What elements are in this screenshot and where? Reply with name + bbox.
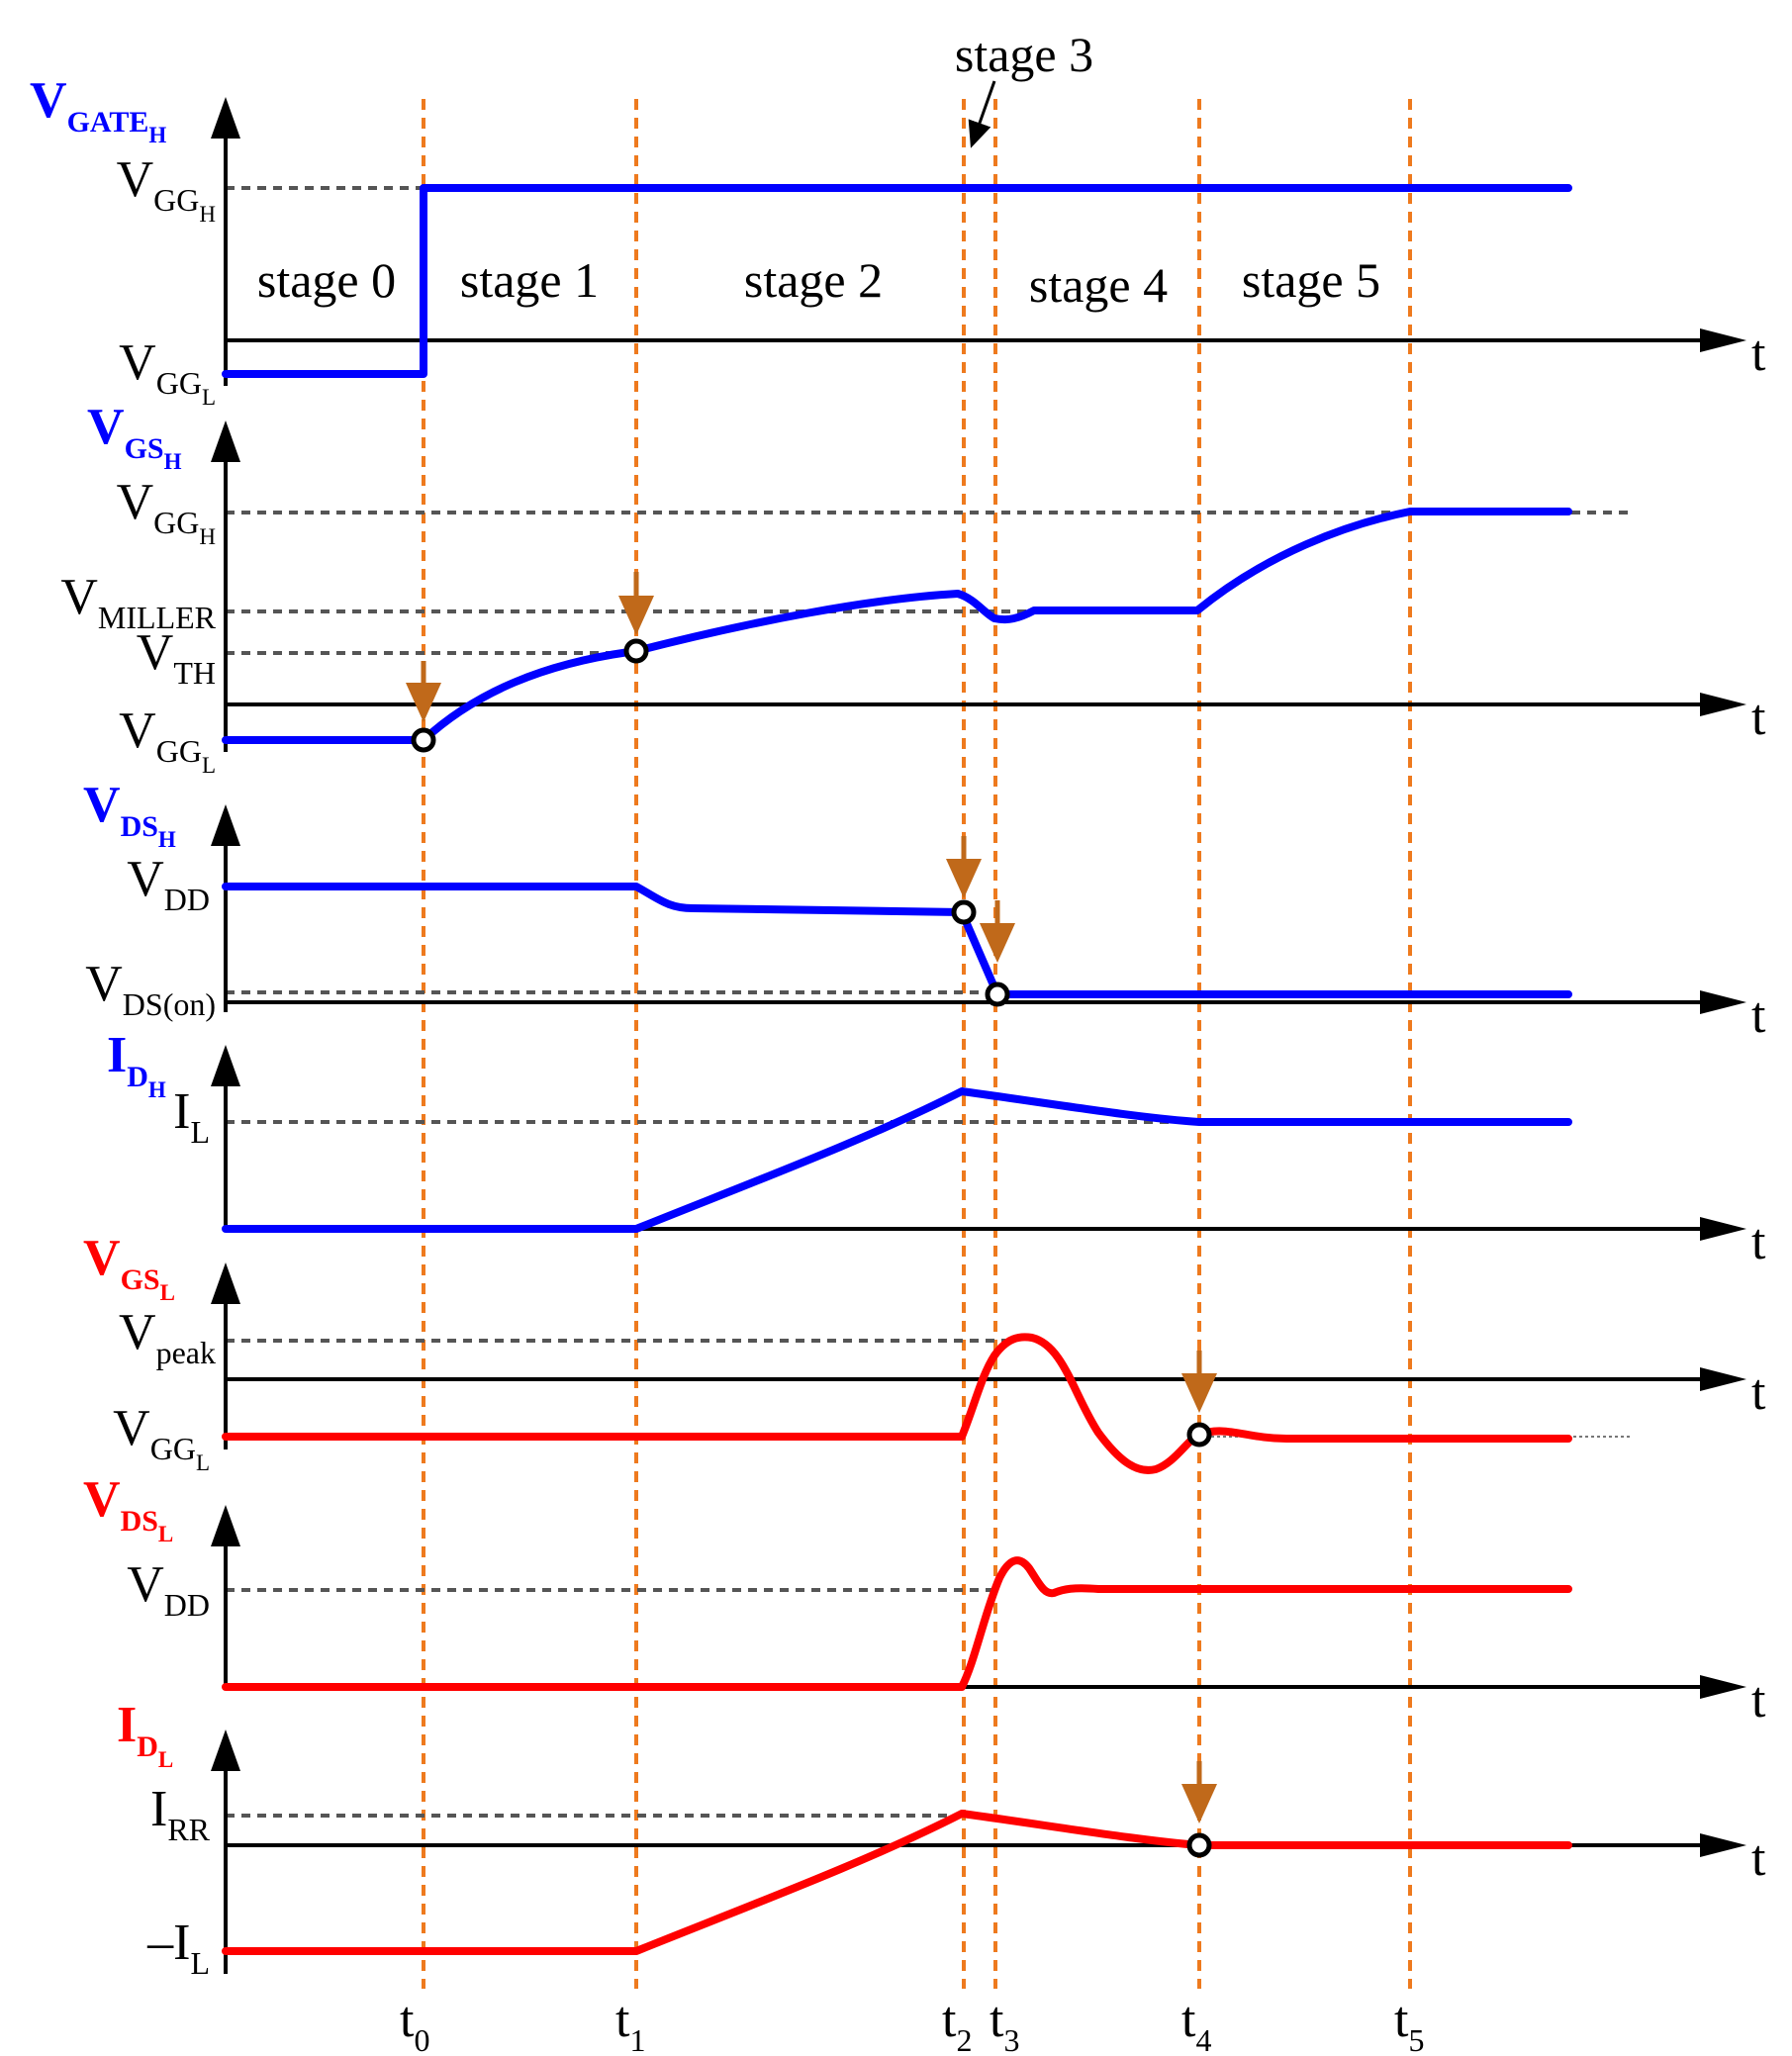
event-marker-vds-t2 [951,899,977,925]
level-label-1-0: VGGH [117,474,216,549]
axis-t-label-2: t [1751,987,1766,1044]
event-marker-vgs-l-t4 [1186,1422,1212,1448]
x-axis-3-arrow [1700,990,1746,1014]
stage-label-0: stage 0 [257,252,396,308]
event-arrow-t0-vgs [406,661,441,722]
y-axis-id-h-arrow [211,1045,240,1086]
waveform-vgate-h [222,184,1572,378]
time-label-t1: t1 [615,1992,645,2056]
level-label-5-0: VDD [127,1556,210,1623]
panel-title-3: IDH [107,1027,166,1102]
axis-t-label-5: t [1751,1672,1766,1729]
time-marker-lines [422,99,1412,1989]
waveform-vgs-h [222,508,1572,744]
axis-t-label-3: t [1751,1214,1766,1270]
axis-t-label-0: t [1751,326,1766,382]
y-axis-vgs-l-arrow [211,1262,240,1304]
panel-title-4: VGSL [83,1230,175,1305]
level-label-0-1: VGGL [119,334,216,410]
panel-title-2: VDSH [83,777,176,852]
stage-label-3: stage 3 [955,27,1093,82]
level-label-1-3: VGGL [119,702,216,778]
time-label-t5: t5 [1394,1992,1424,2056]
time-label-t3: t3 [990,1992,1019,2056]
level-label-1-1: VMILLER [60,569,216,635]
panel-title-1: VGSH [87,399,182,474]
panel-title-6: IDL [117,1697,173,1772]
y-axis-vgate-h-arrow [211,97,240,139]
level-label-0-0: VGGH [117,151,216,227]
axis-t-label-6: t [1751,1830,1766,1887]
level-label-6-1: –IL [146,1915,210,1981]
event-marker-vgs-t0 [411,727,436,753]
x-axis-2-arrow [1700,693,1746,716]
x-axis-7-arrow [1700,1833,1746,1857]
y-axis-vds-l-arrow [211,1505,240,1546]
level-label-3-0: IL [173,1083,210,1150]
stage-label-4: stage 4 [1029,257,1168,313]
event-marker-id-l-t4 [1186,1832,1212,1858]
x-axis-5-arrow [1700,1367,1746,1391]
y-axis-vds-h-arrow [211,804,240,846]
level-label-1-2: VTH [137,624,216,691]
level-label-6-0: IRR [150,1781,211,1847]
time-label-t0: t0 [400,1992,429,2056]
waveform-vgs-l [222,1333,1572,1474]
level-label-2-1: VDS(on) [85,956,216,1022]
event-arrow-t3-vds [980,900,1015,963]
axis-t-label-4: t [1751,1364,1766,1421]
level-label-4-1: VGGL [113,1400,210,1475]
y-axis-id-l-arrow [211,1729,240,1771]
stage-label-1: stage 1 [460,252,599,308]
stage-label-2: stage 2 [744,252,883,308]
y-axis-vgs-h-arrow [211,421,240,462]
event-arrow-t4-id-l [1181,1761,1217,1823]
event-arrow-t2-vds [946,836,982,898]
event-marker-vds-t3 [985,981,1010,1007]
waveform-vds-h [222,883,1572,998]
time-label-t4: t4 [1181,1992,1211,2056]
x-axis-6-arrow [1700,1675,1746,1699]
event-arrow-t1-vgs [618,572,654,635]
x-axis-1-arrow [1700,328,1746,352]
stage-3-pointer [968,80,996,148]
waveform-id-l [222,1810,1572,1955]
axes [211,97,1746,1974]
panel-title-0: VGATEH [30,72,166,147]
event-marker-vgs-t1 [623,638,649,664]
stage-label-5: stage 5 [1242,252,1380,308]
axis-t-label-1: t [1751,690,1766,746]
waveform-id-h [222,1087,1572,1233]
x-axis-4-arrow [1700,1217,1746,1241]
level-label-2-0: VDD [127,851,210,917]
panel-title-5: VDSL [83,1471,173,1546]
level-label-4-0: Vpeak [119,1304,216,1370]
waveform-vds-l [222,1556,1572,1691]
time-label-t2: t2 [942,1992,972,2056]
event-arrow-t4-vgs-l [1181,1351,1217,1413]
